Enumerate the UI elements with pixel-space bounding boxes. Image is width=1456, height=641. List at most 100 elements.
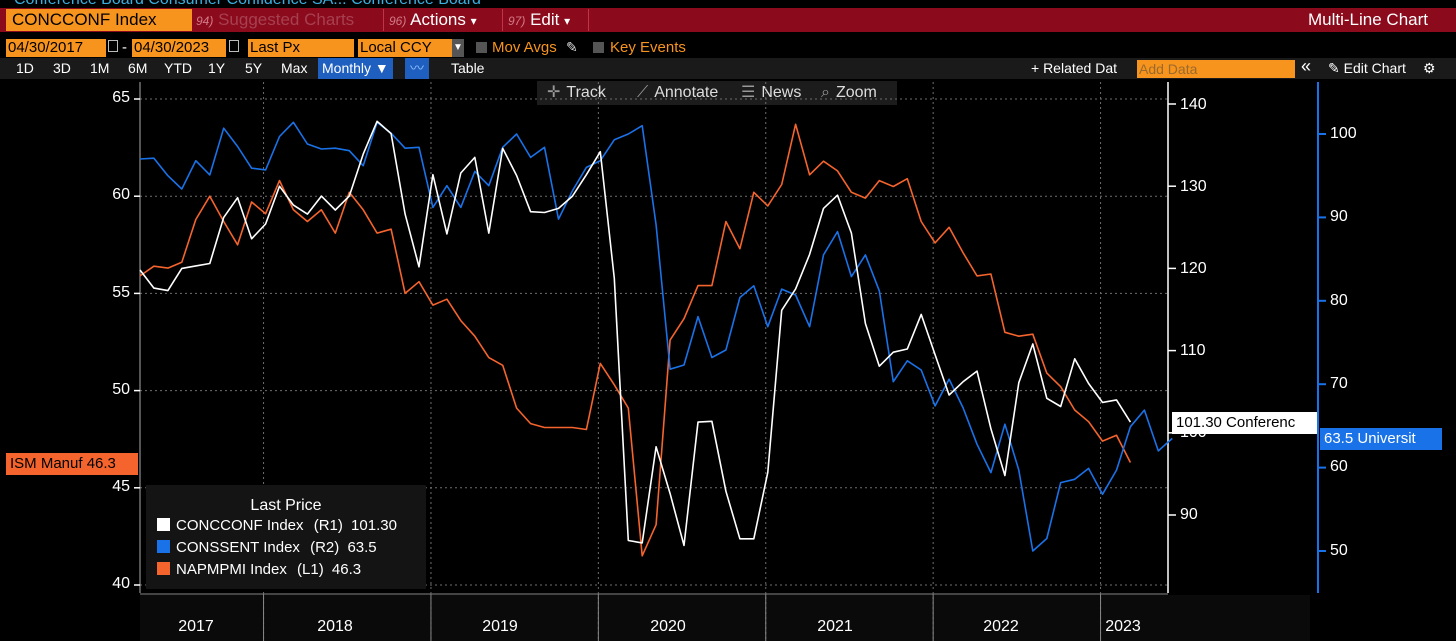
suggested-label: Suggested Charts (218, 10, 355, 29)
legend-row[interactable]: CONCCONF Index (R1) 101.30 (157, 517, 397, 534)
napmpmi-last-price-tag: ISM Manuf 46.3 (6, 453, 138, 475)
crosshair-icon: ✛ (547, 84, 561, 101)
legend-title: Last Price (250, 497, 322, 514)
edit-button[interactable]: 97) Edit ▾ (508, 9, 570, 31)
legend-row[interactable]: CONSSENT Index (R2) 63.5 (157, 539, 377, 556)
left-tick: 40 (112, 575, 130, 592)
right2-tick: 80 (1330, 292, 1348, 309)
left-tick: 55 (112, 284, 130, 301)
pencil-icon: ✎ (1328, 60, 1340, 76)
track-button[interactable]: ✛ Track (547, 81, 606, 105)
right2-tick: 100 (1330, 125, 1357, 142)
x-tick-label: 2019 (482, 618, 518, 635)
right1-tick: 110 (1180, 342, 1206, 359)
x-axis-band (140, 595, 1310, 641)
legend-value: 46.3 (331, 561, 362, 578)
edit-label: Edit (530, 10, 560, 29)
divider (383, 9, 384, 31)
x-tick-label: 2021 (817, 618, 853, 635)
annotate-label: Annotate (654, 84, 719, 101)
legend-axis: (R1) (313, 517, 343, 534)
x-tick-label: 2017 (178, 618, 214, 635)
period-1m[interactable]: 1M (90, 60, 110, 76)
legend-series-name: NAPMPMI Index (176, 561, 287, 578)
actions-num: 96) (389, 14, 407, 28)
right2-tick: 90 (1330, 208, 1348, 225)
annotate-button[interactable]: ⟋ Annotate (637, 81, 718, 105)
concconf-series-line (139, 120, 1132, 547)
add-data-input[interactable]: Add Data (1137, 60, 1295, 78)
annotate-icon: ⟋ (637, 84, 649, 101)
legend-series-name: CONSSENT Index (176, 539, 300, 556)
legend-box (146, 485, 426, 589)
legend-axis: (R2) (310, 539, 340, 556)
ticker-input[interactable]: CONCCONF Index (6, 9, 192, 31)
calendar-icon[interactable] (108, 40, 118, 52)
x-tick-label: 2022 (983, 618, 1019, 635)
legend-value: 63.5 (347, 539, 377, 556)
period-3d[interactable]: 3D (53, 60, 71, 76)
edit-chart-label: Edit Chart (1343, 60, 1406, 76)
left-tick: 45 (112, 478, 130, 495)
right1-tick: 130 (1180, 178, 1207, 195)
legend-swatch (157, 562, 170, 575)
mov-avgs-label: Mov Avgs (492, 39, 557, 56)
x-tick-label: 2020 (650, 618, 686, 635)
chart-toolbar (537, 81, 897, 105)
gear-icon[interactable]: ⚙ (1423, 60, 1436, 76)
right1-tick: 90 (1180, 506, 1198, 523)
x-tick-label: 2018 (317, 618, 353, 635)
divider (502, 9, 503, 31)
table-button[interactable]: Table (451, 60, 485, 76)
zoom-label: Zoom (835, 84, 877, 101)
legend-row[interactable]: NAPMPMI Index (L1) 46.3 (157, 561, 361, 578)
right1-tick: 140 (1180, 96, 1207, 113)
zoom-button[interactable]: ⌕ Zoom (821, 81, 877, 105)
pencil-icon[interactable]: ✎ (566, 39, 578, 55)
zoom-icon: ⌕ (821, 84, 830, 101)
line-chart-icon[interactable]: 〰 (405, 58, 429, 79)
currency-select[interactable]: Local CCY (358, 39, 464, 57)
legend-series-name: CONCCONF Index (176, 517, 304, 534)
start-date-field[interactable]: 04/30/2017 (6, 39, 106, 57)
related-data-button[interactable]: + Related Dat (1031, 60, 1117, 76)
right1-tick: 120 (1180, 260, 1207, 277)
right2-tick: 60 (1330, 458, 1348, 475)
currency-label: Local CCY (360, 39, 432, 56)
period-5y[interactable]: 5Y (245, 60, 263, 76)
edit-chart-button[interactable]: ✎ Edit Chart (1328, 58, 1406, 79)
function-bar (0, 8, 1456, 32)
period-1d[interactable]: 1D (16, 60, 34, 76)
period-ytd[interactable]: YTD (164, 60, 192, 76)
chevron-down-icon[interactable]: ▼ (452, 39, 464, 57)
period-6m[interactable]: 6M (128, 60, 148, 76)
legend-axis: (L1) (297, 561, 324, 578)
actions-label: Actions (410, 10, 466, 29)
actions-button[interactable]: 96) Actions ▾ (389, 9, 477, 31)
mov-avgs-checkbox[interactable] (476, 42, 487, 53)
period-max[interactable]: Max (281, 60, 308, 76)
suggested-charts-button[interactable]: 94) Suggested Charts (196, 9, 354, 31)
frequency-select[interactable]: Monthly ▼ (318, 58, 393, 79)
suggested-num: 94) (196, 14, 214, 28)
x-tick-label: 2023 (1105, 618, 1141, 635)
divider (588, 9, 589, 31)
left-tick: 60 (112, 186, 130, 203)
conssent-series-line (139, 121, 1173, 552)
field-select[interactable]: Last Px (248, 39, 354, 57)
concconf-last-price-tag: 101.30 Conferenc (1172, 412, 1317, 434)
period-1y[interactable]: 1Y (208, 60, 226, 76)
calendar-icon[interactable] (229, 40, 239, 52)
news-button[interactable]: ☰ News (741, 81, 801, 105)
key-events-checkbox[interactable] (593, 42, 604, 53)
news-icon: ☰ (741, 84, 756, 101)
legend-swatch (157, 540, 170, 553)
security-title: Conference Board Consumer Confidence SA.… (14, 0, 481, 9)
chevron-down-icon: ▾ (564, 14, 571, 28)
legend-value: 101.30 (351, 517, 397, 534)
collapse-icon[interactable]: « (1301, 56, 1312, 76)
end-date-field[interactable]: 04/30/2023 (132, 39, 226, 57)
news-label: News (761, 84, 802, 101)
right2-tick: 50 (1330, 542, 1348, 559)
